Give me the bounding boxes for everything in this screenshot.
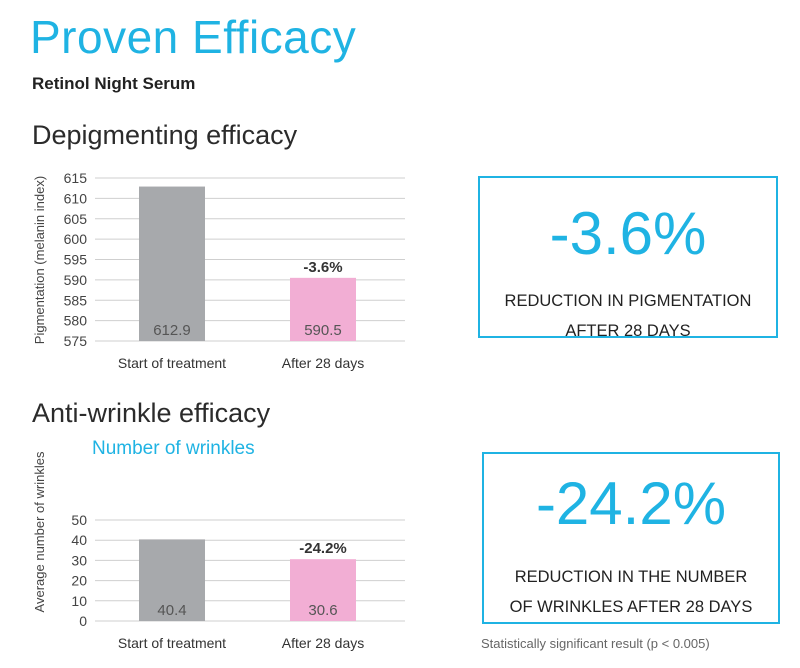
pigmentation-kpi-value: -3.6% <box>549 200 707 267</box>
pigmentation-bar-value-label: 612.9 <box>153 322 191 339</box>
wrinkles-y-tick-label: 20 <box>71 573 87 589</box>
wrinkles-x-category-label: Start of treatment <box>118 635 226 651</box>
pigmentation-bar-annotation: -3.6% <box>303 259 342 276</box>
wrinkles-chart-heading: Number of wrinkles <box>92 438 255 459</box>
wrinkles-bar <box>290 559 356 621</box>
wrinkles-y-axis-label: Average number of wrinkles <box>32 451 47 612</box>
wrinkles-y-tick-label: 0 <box>79 613 87 629</box>
pigmentation-y-tick-label: 575 <box>64 333 88 349</box>
pigmentation-kpi-box: -3.6% REDUCTION IN PIGMENTATION AFTER 28… <box>478 176 778 340</box>
wrinkles-kpi-box: -24.2% REDUCTION IN THE NUMBER OF WRINKL… <box>482 452 780 624</box>
pigmentation-y-tick-label: 615 <box>64 170 88 186</box>
pigmentation-y-tick-label: 595 <box>64 252 88 268</box>
wrinkles-kpi-label-line2: OF WRINKLES AFTER 28 DAYS <box>509 598 753 616</box>
antiwrinkle-section-title: Anti-wrinkle efficacy <box>32 398 271 428</box>
pigmentation-bar-value-label: 590.5 <box>304 322 342 339</box>
wrinkles-bar-value-label: 40.4 <box>157 602 186 619</box>
page-subtitle: Retinol Night Serum <box>32 74 196 93</box>
pigmentation-y-tick-label: 610 <box>64 190 88 206</box>
wrinkles-y-tick-label: 10 <box>71 593 87 609</box>
wrinkles-kpi-label-line1: REDUCTION IN THE NUMBER <box>514 568 748 586</box>
depigmenting-section-title: Depigmenting efficacy <box>32 120 298 150</box>
pigmentation-y-tick-label: 605 <box>64 211 88 227</box>
pigmentation-y-tick-label: 600 <box>64 231 88 247</box>
wrinkles-y-tick-label: 50 <box>71 512 87 528</box>
pigmentation-y-tick-label: 590 <box>64 272 88 288</box>
pigmentation-x-category-label: After 28 days <box>282 355 365 371</box>
pigmentation-y-tick-label: 585 <box>64 292 88 308</box>
pigmentation-kpi-label-line2: AFTER 28 DAYS <box>565 322 691 340</box>
wrinkles-x-category-label: After 28 days <box>282 635 365 651</box>
pigmentation-x-category-label: Start of treatment <box>118 355 226 371</box>
wrinkles-y-tick-label: 30 <box>71 552 87 568</box>
wrinkles-bar-value-label: 30.6 <box>308 602 337 619</box>
pigmentation-y-tick-label: 580 <box>64 313 88 329</box>
wrinkles-bar-annotation: -24.2% <box>299 540 347 557</box>
page-title: Proven Efficacy <box>30 11 357 63</box>
pigmentation-bar <box>290 277 356 341</box>
pigmentation-y-axis-label: Pigmentation (melanin index) <box>32 176 47 344</box>
statistical-footnote: Statistically significant result (p < 0.… <box>481 636 710 651</box>
wrinkles-kpi-value: -24.2% <box>535 470 727 537</box>
wrinkles-y-tick-label: 40 <box>71 532 87 548</box>
wrinkles-bar <box>139 539 205 621</box>
pigmentation-kpi-label-line1: REDUCTION IN PIGMENTATION <box>504 292 752 310</box>
pigmentation-bar <box>139 186 205 341</box>
